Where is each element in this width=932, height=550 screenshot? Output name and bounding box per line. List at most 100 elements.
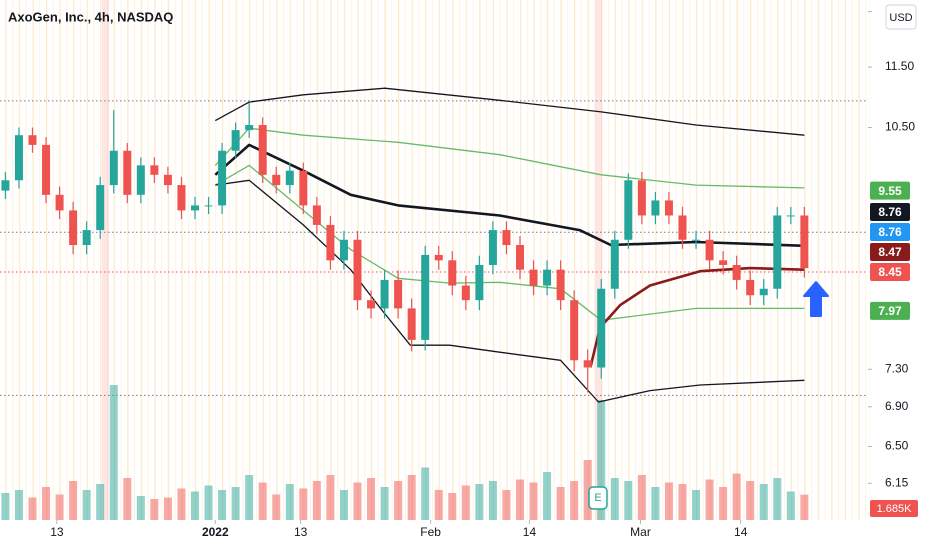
candle-body — [597, 288, 606, 368]
volume-bar — [583, 460, 592, 520]
plot-area — [0, 87, 868, 520]
candle-body — [556, 269, 565, 301]
candle-body — [299, 170, 308, 206]
candle-body — [543, 269, 552, 286]
y-tick-label: 6.50 — [885, 439, 909, 453]
volume-bar — [55, 494, 64, 520]
price-badge-label: 8.76 — [878, 225, 902, 239]
x-tick-label: 13 — [50, 525, 64, 539]
volume-bar — [407, 475, 416, 520]
volume-bar — [705, 479, 714, 520]
x-tick-label: 13 — [294, 525, 308, 539]
volume-bar — [231, 487, 240, 520]
price-badge — [870, 203, 910, 222]
price-badge — [870, 181, 910, 200]
volume-bar — [786, 491, 795, 520]
y-tick-label: 10.50 — [885, 120, 915, 134]
volume-bar — [543, 472, 552, 520]
candle-body — [705, 239, 714, 261]
candle-body — [664, 200, 673, 216]
volume-bar — [163, 497, 172, 520]
volume-bar — [597, 400, 606, 520]
x-tick-label: 14 — [523, 525, 537, 539]
candle-body — [407, 308, 416, 340]
volume-bar — [272, 494, 281, 520]
volume-bar — [502, 490, 511, 520]
price-badge-label: 7.97 — [878, 304, 902, 318]
volume-bar — [624, 481, 633, 520]
volume-bar — [475, 484, 484, 520]
candle-body — [1, 180, 10, 191]
candle-body — [163, 174, 172, 186]
volume-badge — [870, 500, 918, 517]
price-badge — [870, 223, 910, 242]
indicator-line — [214, 127, 805, 189]
candle-body — [759, 288, 768, 296]
candle-body — [312, 205, 321, 225]
currency-badge[interactable] — [885, 4, 917, 30]
price-badge-label: 8.47 — [878, 245, 902, 259]
candle-body — [678, 215, 687, 240]
candle-body — [461, 285, 470, 301]
volume-bar — [69, 481, 78, 520]
volume-bar — [82, 490, 91, 520]
candle-body — [570, 300, 579, 361]
volume-bar — [123, 478, 132, 520]
volume-bar — [759, 484, 768, 520]
candle-body — [69, 210, 78, 246]
price-badge-label: 9.55 — [878, 184, 902, 198]
volume-bar — [488, 481, 497, 520]
candle-body — [394, 279, 403, 309]
y-tick-label: 6.90 — [885, 399, 909, 413]
volume-bar — [678, 484, 687, 520]
volume-bar — [719, 487, 728, 520]
candle-body — [583, 360, 592, 368]
candle-body — [204, 205, 213, 207]
volume-bar — [367, 478, 376, 520]
volume-bar — [299, 488, 308, 520]
volume-bar — [461, 485, 470, 520]
earnings-marker[interactable] — [588, 486, 608, 510]
volume-bar — [14, 490, 23, 520]
volume-bar — [610, 478, 619, 520]
candle-body — [773, 215, 782, 289]
volume-bar — [773, 478, 782, 520]
candle-body — [218, 150, 227, 206]
volume-bar — [664, 482, 673, 520]
volume-bar — [692, 490, 701, 520]
candle-body — [55, 194, 64, 211]
volume-bar — [732, 473, 741, 520]
candle-body — [732, 264, 741, 280]
candle-body — [367, 300, 376, 309]
volume-bar — [245, 475, 254, 520]
volume-bar — [448, 493, 457, 520]
volume-bar — [177, 488, 186, 520]
session-background — [0, 0, 868, 520]
highlight-band — [595, 0, 602, 520]
candle-body — [28, 135, 37, 145]
volume-bar — [326, 475, 335, 520]
candle-body — [515, 245, 524, 270]
chart-title: AxoGen, Inc., 4h, NASDAQ — [8, 9, 173, 24]
price-badge — [870, 263, 910, 282]
candle-body — [150, 165, 159, 175]
y-tick-label: 6.15 — [885, 475, 909, 489]
candle-body — [380, 279, 389, 309]
candle-body — [231, 130, 240, 151]
candle-body — [421, 254, 430, 340]
volume-bar — [421, 467, 430, 520]
candle-body — [123, 150, 132, 195]
x-tick-label: Feb — [420, 525, 441, 539]
candle-body — [42, 144, 51, 195]
candle-body — [245, 125, 254, 131]
volume-bar — [136, 496, 145, 520]
volume-bar — [434, 490, 443, 520]
volume-bar — [150, 499, 159, 520]
y-tick-label: 11.50 — [885, 59, 914, 73]
candle-body — [82, 230, 91, 246]
volume-bar — [380, 487, 389, 520]
price-badge-label: 8.45 — [878, 265, 902, 279]
earnings-label: E — [594, 492, 601, 504]
candle-body — [326, 224, 335, 261]
candle-body — [475, 264, 484, 301]
